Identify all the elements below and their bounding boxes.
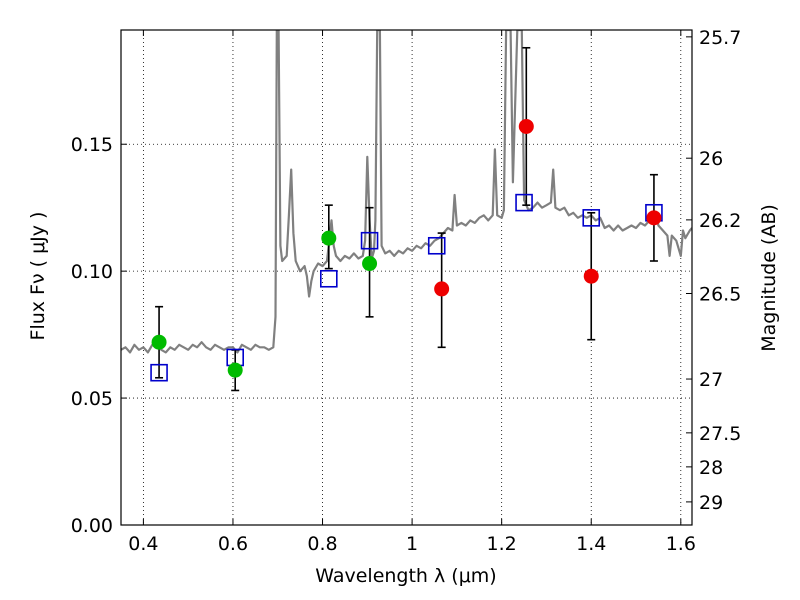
right-tick-label: 25.7 <box>699 27 741 49</box>
sed-line <box>121 30 692 354</box>
right-tick-label: 28 <box>699 457 723 479</box>
x-axis-label: Wavelength λ (μm) <box>315 565 496 587</box>
right-tick-label: 26 <box>699 148 723 170</box>
model-square-point <box>150 363 168 382</box>
model-square-point <box>427 236 446 255</box>
data-point <box>583 268 599 284</box>
right-tick-label: 26.2 <box>699 210 741 232</box>
x-tick-label: 1.6 <box>666 533 696 555</box>
data-point <box>362 256 378 272</box>
model-square-point <box>319 269 338 288</box>
right-tick-label: 27 <box>699 369 723 391</box>
data-point <box>227 362 243 378</box>
model-square-point <box>582 209 601 227</box>
model-square-point <box>360 231 379 250</box>
data-point <box>151 334 167 350</box>
right-axis-label: Magnitude (AB) <box>758 204 780 352</box>
y-tick-label: 0.15 <box>71 134 113 156</box>
y-tick-label: 0.00 <box>71 515 113 537</box>
y-axis-ticks: 0.00 0.05 0.10 0.15 <box>71 134 127 537</box>
data-point <box>518 118 534 134</box>
x-tick-label: 1.4 <box>576 533 606 555</box>
data-point <box>434 281 450 297</box>
right-axis-ticks: 25.7 26 26.2 26.5 27 27.5 28 29 <box>686 27 741 514</box>
y-tick-label: 0.10 <box>71 261 113 283</box>
plot-area <box>121 30 692 392</box>
x-tick-label: 0.6 <box>218 533 248 555</box>
x-tick-label: 0.4 <box>128 533 158 555</box>
data-point <box>321 230 337 246</box>
x-axis-ticks: 0.4 0.6 0.8 1 1.2 1.4 1.6 <box>128 30 696 555</box>
right-tick-label: 26.5 <box>699 283 741 305</box>
x-tick-label: 1.2 <box>487 533 517 555</box>
model-square-point <box>515 193 533 212</box>
y-axis-label: Flux Fν ( μJy ) <box>27 212 49 341</box>
data-point <box>646 210 662 226</box>
right-tick-label: 29 <box>699 492 723 514</box>
plot-frame <box>120 29 693 526</box>
y-tick-label: 0.05 <box>71 388 113 410</box>
x-tick-label: 1 <box>406 533 418 555</box>
x-tick-label: 0.8 <box>307 533 337 555</box>
grid-lines <box>121 30 692 525</box>
right-tick-label: 27.5 <box>699 423 741 445</box>
